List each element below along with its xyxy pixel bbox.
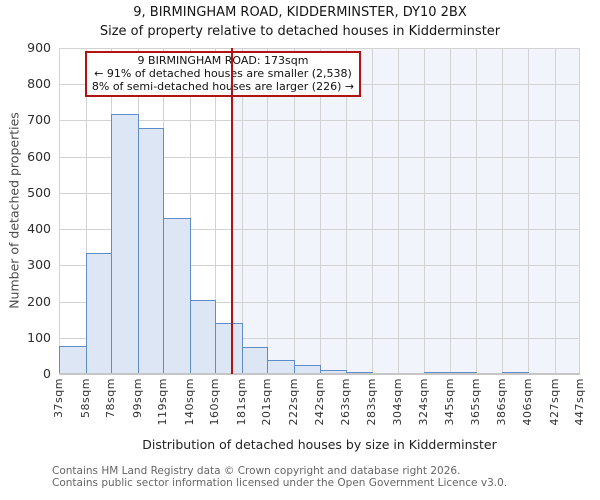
footer-attribution: Contains HM Land Registry data © Crown c… — [52, 465, 508, 489]
x-tick-label: 140sqm — [183, 378, 196, 426]
vertical-gridline — [320, 48, 321, 374]
larger-than-property-shade — [232, 48, 580, 374]
histogram-bar — [215, 323, 243, 374]
annotation-smaller-line: ← 91% of detached houses are smaller (2,… — [94, 67, 352, 80]
horizontal-gridline — [59, 120, 580, 121]
vertical-gridline — [424, 48, 425, 374]
vertical-gridline — [267, 48, 268, 374]
horizontal-gridline — [59, 338, 580, 339]
y-tick-label: 300 — [27, 257, 51, 272]
histogram-bar — [267, 360, 295, 374]
x-tick-label: 222sqm — [287, 378, 300, 426]
histogram-bar — [86, 253, 112, 374]
horizontal-gridline — [59, 302, 580, 303]
x-tick-label: 201sqm — [260, 378, 273, 426]
vertical-gridline — [242, 48, 243, 374]
chart-subtitle: Size of property relative to detached ho… — [99, 24, 501, 39]
x-tick-label: 345sqm — [443, 378, 456, 426]
vertical-gridline — [398, 48, 399, 374]
x-tick-label: 78sqm — [104, 378, 117, 418]
x-tick-label: 58sqm — [79, 378, 92, 418]
horizontal-gridline — [59, 157, 580, 158]
y-tick-label: 200 — [27, 294, 51, 309]
x-tick-label: 160sqm — [208, 378, 221, 426]
x-tick-label: 283sqm — [365, 378, 378, 426]
y-tick-label: 100 — [27, 330, 51, 345]
x-tick-label: 324sqm — [417, 378, 430, 426]
x-tick-label: 263sqm — [339, 378, 352, 426]
horizontal-gridline — [59, 193, 580, 194]
y-tick-label: 0 — [43, 366, 51, 381]
y-tick-label: 600 — [27, 149, 51, 164]
x-axis-label: Distribution of detached houses by size … — [142, 437, 497, 452]
x-tick-label: 242sqm — [313, 378, 326, 426]
vertical-gridline — [86, 48, 87, 374]
x-tick-label: 386sqm — [495, 378, 508, 426]
annotation-larger-line: 8% of semi-detached houses are larger (2… — [91, 80, 355, 93]
plot-area: 37sqm 58sqm 78sqm 99sqm 119sqm 140sqm 160sqm 18… — [27, 40, 586, 425]
footer-line-1: Contains HM Land Registry data © Crown c… — [52, 465, 461, 477]
histogram-bar — [163, 218, 191, 374]
x-tick-label: 406sqm — [521, 378, 534, 426]
x-tick-label: 99sqm — [131, 378, 144, 418]
vertical-gridline — [346, 48, 347, 374]
footer-line-2: Contains public sector information licen… — [52, 476, 508, 489]
histogram-bar — [59, 346, 87, 374]
y-tick-label: 400 — [27, 221, 51, 236]
x-tick-label: 37sqm — [52, 378, 65, 418]
x-tick-label: 181sqm — [235, 378, 248, 426]
y-axis-label: Number of detached properties — [6, 112, 22, 309]
vertical-gridline — [215, 48, 216, 374]
vertical-gridline — [476, 48, 477, 374]
x-axis-line — [59, 373, 580, 375]
vertical-gridline — [528, 48, 529, 374]
vertical-gridline — [579, 48, 580, 374]
histogram-bar — [242, 347, 268, 374]
chart-title: 9, BIRMINGHAM ROAD, KIDDERMINSTER, DY10 … — [133, 5, 467, 20]
horizontal-gridline — [59, 229, 580, 230]
x-tick-label: 365sqm — [469, 378, 482, 426]
y-tick-label: 500 — [27, 185, 51, 200]
vertical-gridline — [190, 48, 191, 374]
y-tick-label: 800 — [27, 76, 51, 91]
x-tick-label: 427sqm — [548, 378, 561, 426]
vertical-gridline — [555, 48, 556, 374]
histogram-bar — [190, 300, 216, 374]
horizontal-gridline — [59, 265, 580, 266]
x-tick-label: 447sqm — [573, 378, 586, 426]
vertical-gridline — [372, 48, 373, 374]
histogram-bar — [111, 114, 139, 374]
y-tick-label: 700 — [27, 112, 51, 127]
horizontal-gridline — [59, 48, 580, 49]
x-tick-label: 304sqm — [391, 378, 404, 426]
property-size-marker-line — [231, 48, 233, 374]
vertical-gridline — [502, 48, 503, 374]
marker-annotation-box: 9 BIRMINGHAM ROAD: 173sqm ← 91% of detac… — [85, 51, 361, 97]
vertical-gridline — [450, 48, 451, 374]
x-tick-label: 119sqm — [156, 378, 169, 426]
vertical-gridline — [59, 48, 60, 374]
y-tick-label: 900 — [27, 40, 51, 55]
histogram-bar — [138, 128, 164, 374]
annotation-property-line: 9 BIRMINGHAM ROAD: 173sqm — [137, 54, 309, 67]
vertical-gridline — [294, 48, 295, 374]
